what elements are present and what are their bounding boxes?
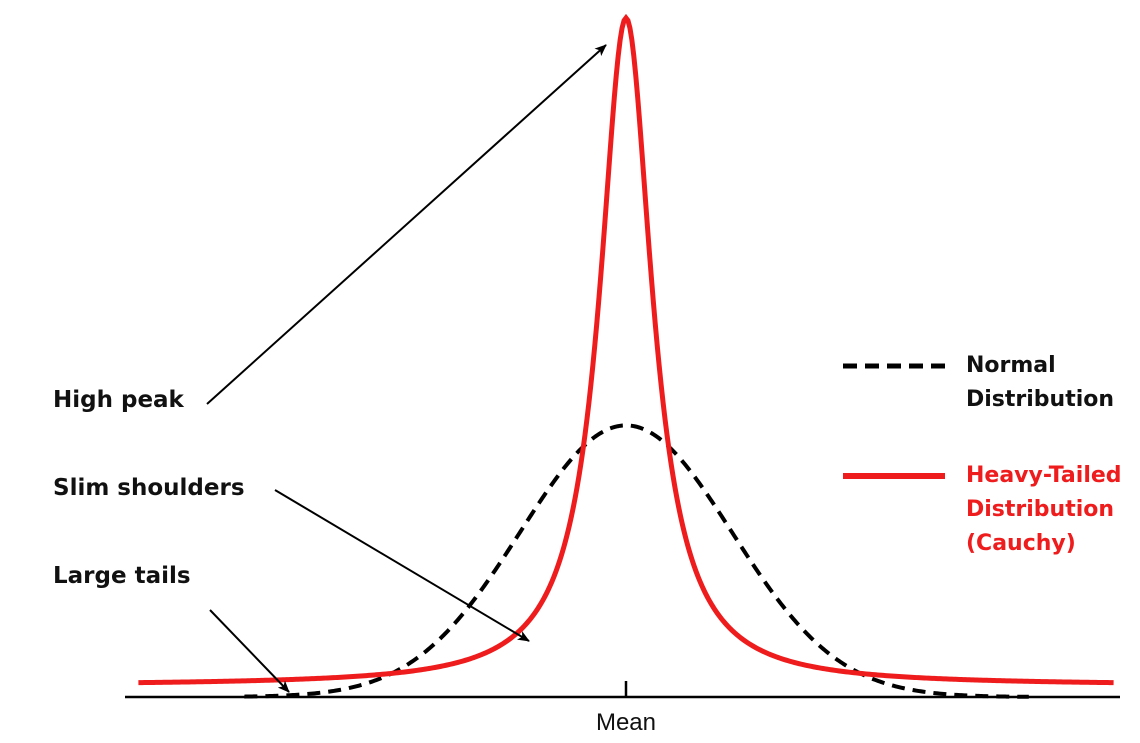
normal-distribution-curve bbox=[244, 423, 1029, 699]
slim-shoulders-arrow bbox=[274, 489, 530, 642]
high-peak-arrow bbox=[206, 44, 607, 405]
annotation-slim-shoulders: Slim shoulders bbox=[53, 475, 245, 501]
legend-normal-label-line2: Distribution bbox=[966, 387, 1114, 412]
large-tails-arrow bbox=[209, 609, 290, 693]
legend-heavy-label-line3: (Cauchy) bbox=[966, 531, 1076, 556]
annotation-high-peak: High peak bbox=[53, 387, 185, 413]
annotation-large-tails: Large tails bbox=[53, 563, 191, 589]
x-tick-label-mean: Mean bbox=[596, 709, 656, 736]
heavy-tailed-distribution-curve bbox=[138, 13, 1114, 686]
legend-heavy-label-line1: Heavy-Tailed bbox=[966, 463, 1122, 488]
legend-normal-label-line1: Normal bbox=[966, 353, 1056, 378]
legend-heavy-label-line2: Distribution bbox=[966, 497, 1114, 522]
legend: Normal Distribution Heavy-Tailed Distrib… bbox=[843, 353, 1122, 556]
